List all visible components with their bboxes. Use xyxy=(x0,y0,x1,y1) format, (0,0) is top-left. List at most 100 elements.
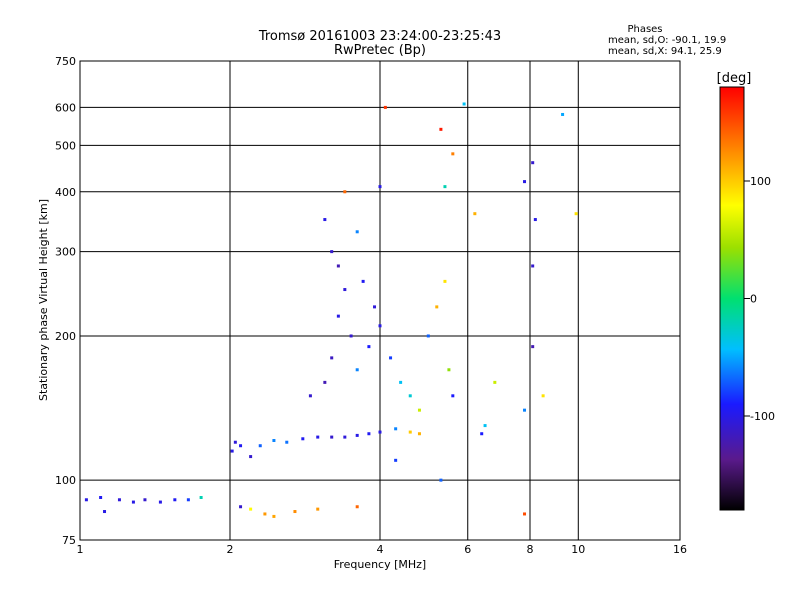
x-tick-label: 6 xyxy=(464,543,471,556)
data-point xyxy=(355,505,359,509)
data-point xyxy=(439,478,443,482)
x-tick-label: 1 xyxy=(77,543,84,556)
x-tick-labels: 1 2 4 6 8 10 16 xyxy=(77,543,688,556)
data-point xyxy=(199,495,203,499)
data-point xyxy=(84,498,88,502)
data-point xyxy=(531,345,535,349)
x-axis-label: Frequency [MHz] xyxy=(334,558,426,571)
data-point xyxy=(233,440,237,444)
data-point xyxy=(447,368,451,372)
y-tick-label: 200 xyxy=(55,330,76,343)
data-point xyxy=(523,408,527,412)
chart-subtitle: RwPretec (Bp) xyxy=(334,43,426,58)
data-point xyxy=(394,458,398,462)
data-point xyxy=(480,432,484,436)
data-point xyxy=(230,449,234,453)
data-point xyxy=(143,498,147,502)
data-point xyxy=(103,510,107,514)
data-point xyxy=(378,430,382,434)
data-point xyxy=(541,394,545,398)
data-point xyxy=(330,356,334,360)
data-point xyxy=(343,435,347,439)
data-point xyxy=(323,380,327,384)
data-point xyxy=(426,334,430,338)
data-point xyxy=(533,218,537,222)
y-tick-label: 600 xyxy=(55,101,76,114)
y-tick-label: 100 xyxy=(55,474,76,487)
y-tick-label: 750 xyxy=(55,55,76,68)
data-point xyxy=(99,495,103,499)
data-point xyxy=(367,432,371,436)
data-point xyxy=(451,394,455,398)
data-point xyxy=(131,500,135,504)
data-point xyxy=(483,424,487,428)
data-point xyxy=(323,218,327,222)
data-point xyxy=(239,444,243,448)
y-axis-label: Stationary phase Virtual Height [km] xyxy=(37,199,50,401)
data-point xyxy=(435,305,439,309)
data-point xyxy=(272,439,276,443)
y-tick-label: 300 xyxy=(55,246,76,259)
data-point xyxy=(239,505,243,509)
data-point xyxy=(249,455,253,459)
data-point xyxy=(361,279,365,283)
data-point xyxy=(408,430,412,434)
y-tick-labels: 750 600 500 400 300 200 100 75 xyxy=(55,55,76,547)
colorbar-tick-label: 100 xyxy=(750,175,771,188)
data-point xyxy=(258,444,262,448)
y-tick-label: 75 xyxy=(62,534,76,547)
grid-lines xyxy=(80,61,680,540)
colorbar-tick-label: -100 xyxy=(750,410,775,423)
data-point xyxy=(439,127,443,131)
colorbar-tick-label: 0 xyxy=(750,293,757,306)
data-point xyxy=(336,264,340,268)
data-point xyxy=(349,334,353,338)
data-point xyxy=(373,305,377,309)
y-tick-label: 400 xyxy=(55,186,76,199)
data-point xyxy=(355,433,359,437)
data-point xyxy=(523,180,527,184)
data-point xyxy=(263,512,267,516)
data-point xyxy=(378,185,382,189)
data-point xyxy=(417,408,421,412)
data-point xyxy=(285,440,289,444)
data-point xyxy=(343,288,347,292)
data-point xyxy=(574,212,578,216)
x-tick-label: 16 xyxy=(673,543,687,556)
data-point xyxy=(330,250,334,254)
data-point xyxy=(408,394,412,398)
plot-frame xyxy=(79,60,681,541)
data-point xyxy=(493,380,497,384)
colorbar-label: [deg] xyxy=(717,71,752,86)
phase-stats-o: mean, sd,O: -90.1, 19.9 xyxy=(608,35,726,46)
data-point xyxy=(336,314,340,318)
chart-title: Tromsø 20161003 23:24:00-23:25:43 xyxy=(258,29,501,44)
data-point xyxy=(462,102,466,106)
x-tick-label: 10 xyxy=(571,543,585,556)
data-point xyxy=(330,435,334,439)
phase-stats-x: mean, sd,X: 94.1, 25.9 xyxy=(608,46,722,57)
data-point xyxy=(451,152,455,156)
data-point xyxy=(389,356,393,360)
data-point xyxy=(417,432,421,436)
data-point xyxy=(531,161,535,165)
data-point xyxy=(158,500,162,504)
colorbar-ticks: 100 0 -100 xyxy=(744,175,775,423)
data-point xyxy=(531,264,535,268)
data-point xyxy=(293,510,297,514)
data-point xyxy=(343,190,347,194)
data-point xyxy=(301,437,305,441)
x-tick-label: 4 xyxy=(377,543,384,556)
data-point xyxy=(473,212,477,216)
data-point xyxy=(186,498,190,502)
data-point xyxy=(378,324,382,328)
data-point xyxy=(367,345,371,349)
data-point xyxy=(117,498,121,502)
data-points xyxy=(84,102,578,518)
data-point xyxy=(316,507,320,511)
data-point xyxy=(272,514,276,518)
data-point xyxy=(249,507,253,511)
data-point xyxy=(399,380,403,384)
phase-stats-heading: Phases xyxy=(627,24,662,35)
